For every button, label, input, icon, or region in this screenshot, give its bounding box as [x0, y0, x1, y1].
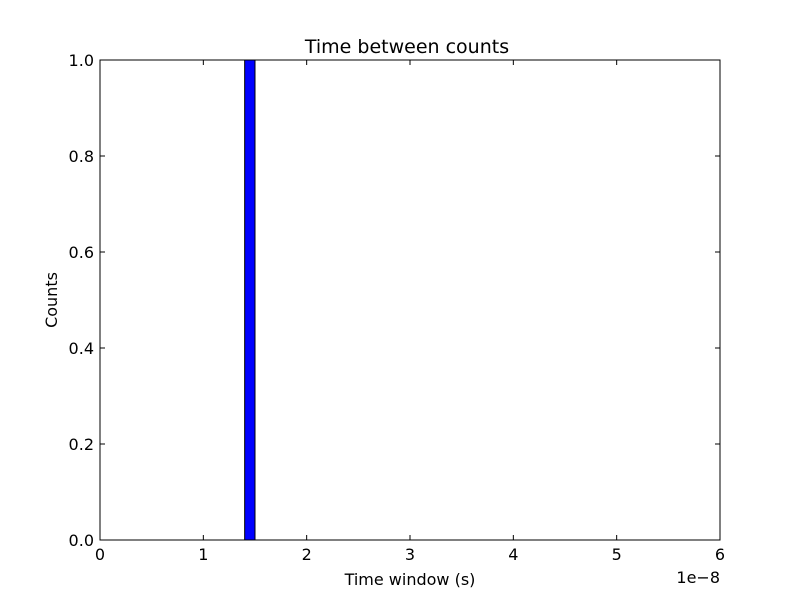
- x-tick-label: 4: [508, 545, 518, 564]
- y-tick-label: 1.0: [69, 51, 94, 70]
- x-axis-label: Time window (s): [344, 570, 476, 589]
- y-tick-label: 0.0: [69, 531, 94, 550]
- ticks-layer: 0 1 2 3 4 5 6 0.0 0.2 0.4 0.6 0.8 1.0: [69, 51, 726, 564]
- y-tick-label: 0.6: [69, 243, 94, 262]
- histogram-bar: [244, 59, 256, 541]
- x-tick-label: 2: [302, 545, 312, 564]
- bars-layer: [244, 59, 256, 541]
- x-tick-label: 3: [405, 545, 415, 564]
- x-tick-label: 1: [198, 545, 208, 564]
- x-tick-label: 5: [612, 545, 622, 564]
- plot-area-frame: [99, 59, 721, 541]
- x-tick-label: 6: [715, 545, 725, 564]
- x-tick-label: 0: [95, 545, 105, 564]
- y-tick-label: 0.2: [69, 435, 94, 454]
- y-tick-label: 0.8: [69, 147, 94, 166]
- chart-title: Time between counts: [304, 36, 509, 58]
- y-tick-label: 0.4: [69, 339, 94, 358]
- x-axis-offset-label: 1e−8: [676, 568, 720, 587]
- y-axis-label: Counts: [42, 272, 61, 328]
